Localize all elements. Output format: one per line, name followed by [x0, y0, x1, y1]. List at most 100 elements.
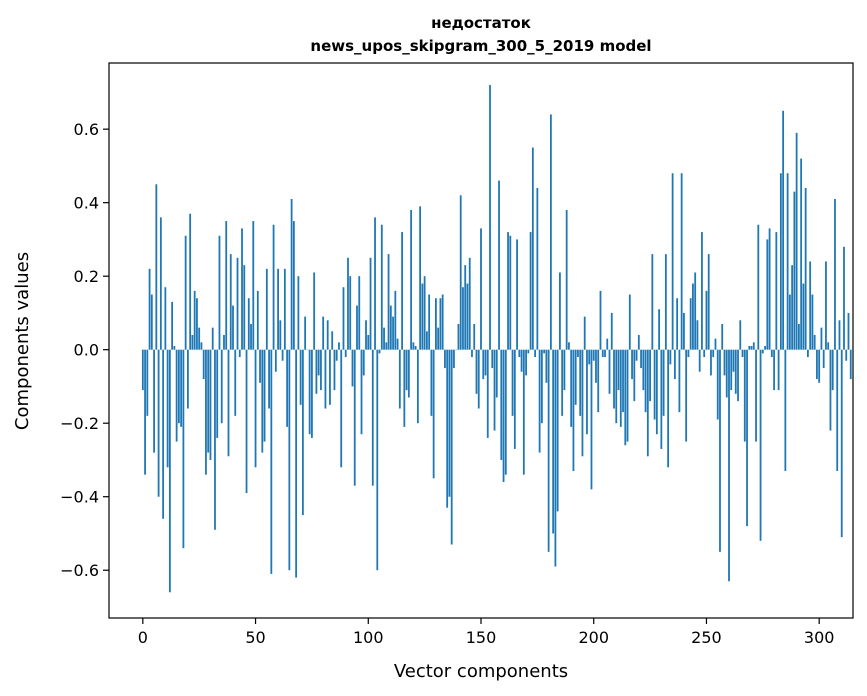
bar-100 [367, 334, 370, 350]
bar-86 [335, 349, 338, 361]
bar-62 [281, 349, 284, 361]
bar-196 [583, 316, 586, 350]
bar-285 [784, 349, 787, 471]
bar-29 [207, 349, 210, 453]
bar-192 [574, 349, 577, 405]
bar-311 [843, 246, 845, 350]
bar-274 [759, 349, 762, 541]
bar-301 [820, 327, 823, 350]
bar-110 [389, 305, 392, 350]
bar-18 [182, 349, 185, 549]
bar-306 [831, 349, 834, 391]
bar-205 [604, 349, 606, 358]
bar-124 [421, 283, 424, 350]
bar-305 [829, 349, 832, 431]
bar-294 [804, 187, 807, 350]
bar-228 [655, 349, 658, 435]
bar-248 [701, 232, 703, 350]
bar-103 [374, 217, 376, 350]
bar-155 [491, 349, 494, 369]
bar-298 [813, 334, 816, 350]
bar-138 [453, 349, 455, 369]
bar-69 [297, 276, 300, 350]
bar-26 [200, 342, 203, 350]
bar-85 [333, 349, 336, 391]
bar-98 [362, 349, 365, 376]
bar-43 [238, 349, 241, 358]
bar-71 [301, 349, 304, 516]
bar-302 [822, 349, 825, 369]
bar-246 [696, 320, 699, 350]
bar-125 [423, 276, 426, 350]
bar-147 [473, 323, 476, 350]
bar-283 [779, 173, 782, 350]
bar-287 [788, 294, 791, 350]
bar-218 [633, 349, 636, 402]
bar-291 [797, 323, 800, 350]
bar-178 [543, 349, 546, 354]
bar-197 [586, 349, 588, 435]
bar-117 [405, 349, 408, 391]
bar-195 [581, 349, 584, 457]
bar-47 [247, 298, 250, 350]
bar-129 [432, 349, 435, 479]
bar-224 [646, 349, 649, 457]
bar-288 [791, 265, 794, 350]
bar-238 [678, 349, 681, 413]
bar-201 [595, 349, 597, 383]
chart-title-line-1: недостаток [431, 14, 531, 32]
bar-91 [347, 257, 349, 350]
bar-251 [707, 254, 710, 350]
bar-217 [631, 349, 633, 380]
bar-107 [383, 327, 385, 350]
bar-22 [191, 334, 194, 350]
bar-261 [730, 349, 733, 391]
bar-143 [464, 265, 467, 350]
y-axis-label: Components values [12, 252, 33, 430]
plot-frame [108, 62, 854, 619]
bar-307 [834, 198, 836, 350]
bar-240 [683, 312, 685, 350]
y-tick-label: 0.4 [74, 194, 99, 213]
bar-56 [268, 349, 270, 409]
x-tick-label: 100 [353, 628, 384, 647]
bar-4 [150, 294, 153, 350]
bar-304 [827, 342, 830, 350]
bar-165 [513, 349, 516, 449]
bar-232 [664, 254, 667, 350]
bar-81 [324, 349, 327, 409]
bar-59 [274, 349, 277, 372]
bar-166 [516, 239, 518, 350]
bar-105 [378, 349, 381, 354]
bar-21 [189, 213, 192, 350]
bar-80 [322, 316, 325, 350]
bar-161 [504, 349, 507, 475]
bar-244 [692, 283, 694, 350]
bar-241 [685, 349, 688, 442]
bar-243 [689, 298, 692, 350]
bar-275 [761, 349, 764, 354]
bar-209 [613, 349, 615, 409]
bar-8 [159, 217, 162, 350]
bar-154 [489, 85, 491, 350]
bar-0 [141, 349, 144, 391]
bar-221 [640, 349, 642, 369]
bar-180 [547, 349, 550, 552]
bar-279 [770, 349, 773, 358]
bar-109 [387, 254, 390, 350]
bar-134 [444, 349, 446, 369]
bar-23 [193, 290, 196, 350]
bar-216 [628, 294, 631, 350]
bar-1 [144, 349, 146, 475]
bar-198 [588, 349, 591, 365]
bar-52 [259, 349, 261, 383]
bar-25 [198, 327, 201, 350]
bar-90 [344, 349, 347, 358]
bar-231 [662, 349, 665, 416]
bar-38 [227, 349, 230, 457]
bar-235 [671, 173, 674, 350]
bar-87 [338, 342, 340, 350]
bar-41 [234, 349, 237, 416]
bar-108 [385, 342, 388, 350]
bar-227 [653, 349, 656, 420]
